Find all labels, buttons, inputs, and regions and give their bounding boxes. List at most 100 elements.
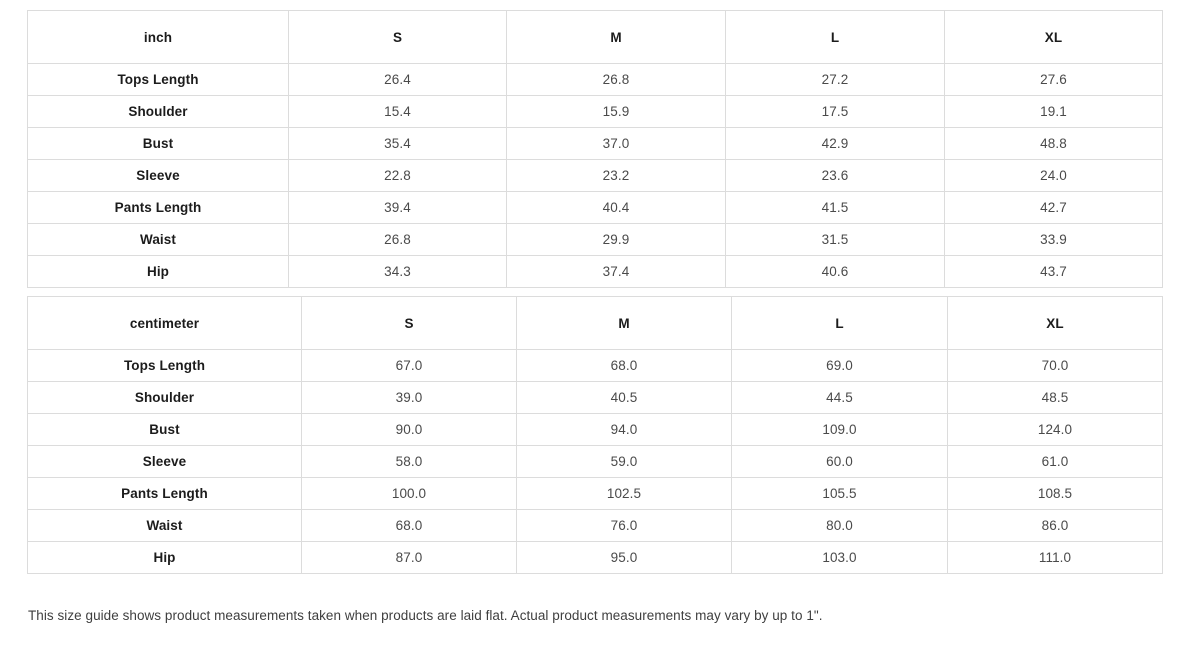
size-header-m: M [506,10,726,64]
measurement-value: 39.4 [288,191,507,224]
measurement-label: Waist [27,223,289,256]
table-row: Pants Length 39.4 40.4 41.5 42.7 [27,191,1163,224]
measurement-value: 111.0 [947,541,1163,574]
measurement-value: 40.6 [725,255,945,288]
measurement-value: 109.0 [731,413,948,446]
size-header-l: L [725,10,945,64]
table-row: Tops Length 26.4 26.8 27.2 27.6 [27,63,1163,96]
measurement-value: 26.8 [506,63,726,96]
table-header-row: centimeter S M L XL [27,296,1163,350]
unit-header-inch: inch [27,10,289,64]
unit-header-centimeter: centimeter [27,296,302,350]
measurement-label: Bust [27,413,302,446]
size-chart-inch-body: inch S M L XL Tops Length 26.4 26.8 27.2… [27,10,1163,288]
measurement-value: 76.0 [516,509,732,542]
measurement-value: 34.3 [288,255,507,288]
measurement-value: 69.0 [731,349,948,382]
measurement-label: Pants Length [27,191,289,224]
measurement-value: 17.5 [725,95,945,128]
measurement-value: 42.7 [944,191,1163,224]
measurement-value: 26.4 [288,63,507,96]
measurement-value: 68.0 [516,349,732,382]
measurement-value: 39.0 [301,381,517,414]
measurement-label: Shoulder [27,95,289,128]
measurement-label: Sleeve [27,445,302,478]
table-row: Waist 68.0 76.0 80.0 86.0 [27,509,1163,542]
measurement-label: Shoulder [27,381,302,414]
measurement-value: 26.8 [288,223,507,256]
table-row: Hip 87.0 95.0 103.0 111.0 [27,541,1163,574]
measurement-label: Sleeve [27,159,289,192]
measurement-value: 80.0 [731,509,948,542]
measurement-value: 105.5 [731,477,948,510]
measurement-label: Tops Length [27,349,302,382]
table-row: Pants Length 100.0 102.5 105.5 108.5 [27,477,1163,510]
measurement-value: 103.0 [731,541,948,574]
size-header-xl: XL [944,10,1163,64]
table-row: Sleeve 58.0 59.0 60.0 61.0 [27,445,1163,478]
table-row: Shoulder 39.0 40.5 44.5 48.5 [27,381,1163,414]
size-chart-centimeter-body: centimeter S M L XL Tops Length 67.0 68.… [27,296,1163,574]
measurement-value: 23.2 [506,159,726,192]
measurement-label: Tops Length [27,63,289,96]
measurement-value: 68.0 [301,509,517,542]
measurement-label: Bust [27,127,289,160]
measurement-value: 58.0 [301,445,517,478]
measurement-value: 108.5 [947,477,1163,510]
table-row: Sleeve 22.8 23.2 23.6 24.0 [27,159,1163,192]
measurement-value: 27.2 [725,63,945,96]
measurement-value: 35.4 [288,127,507,160]
measurement-value: 42.9 [725,127,945,160]
measurement-value: 94.0 [516,413,732,446]
size-header-s: S [288,10,507,64]
measurement-value: 27.6 [944,63,1163,96]
table-row: Bust 90.0 94.0 109.0 124.0 [27,413,1163,446]
measurement-label: Hip [27,255,289,288]
measurement-value: 24.0 [944,159,1163,192]
size-header-s: S [301,296,517,350]
table-row: Tops Length 67.0 68.0 69.0 70.0 [27,349,1163,382]
size-chart-centimeter: centimeter S M L XL Tops Length 67.0 68.… [27,296,1163,574]
measurement-label: Pants Length [27,477,302,510]
size-header-xl: XL [947,296,1163,350]
measurement-value: 40.4 [506,191,726,224]
measurement-value: 86.0 [947,509,1163,542]
measurement-value: 61.0 [947,445,1163,478]
measurement-label: Hip [27,541,302,574]
measurement-value: 23.6 [725,159,945,192]
measurement-value: 40.5 [516,381,732,414]
measurement-value: 19.1 [944,95,1163,128]
measurement-value: 48.8 [944,127,1163,160]
size-header-l: L [731,296,948,350]
table-row: Waist 26.8 29.9 31.5 33.9 [27,223,1163,256]
table-row: Bust 35.4 37.0 42.9 48.8 [27,127,1163,160]
measurement-value: 15.9 [506,95,726,128]
measurement-value: 43.7 [944,255,1163,288]
measurement-value: 29.9 [506,223,726,256]
measurement-value: 124.0 [947,413,1163,446]
measurement-value: 87.0 [301,541,517,574]
measurement-value: 60.0 [731,445,948,478]
measurement-value: 90.0 [301,413,517,446]
measurement-value: 59.0 [516,445,732,478]
measurement-value: 22.8 [288,159,507,192]
measurement-label: Waist [27,509,302,542]
table-row: Shoulder 15.4 15.9 17.5 19.1 [27,95,1163,128]
measurement-value: 70.0 [947,349,1163,382]
measurement-value: 48.5 [947,381,1163,414]
size-guide-disclaimer: This size guide shows product measuremen… [28,608,823,623]
measurement-value: 37.4 [506,255,726,288]
measurement-value: 37.0 [506,127,726,160]
measurement-value: 67.0 [301,349,517,382]
measurement-value: 31.5 [725,223,945,256]
measurement-value: 33.9 [944,223,1163,256]
measurement-value: 41.5 [725,191,945,224]
measurement-value: 102.5 [516,477,732,510]
measurement-value: 44.5 [731,381,948,414]
measurement-value: 100.0 [301,477,517,510]
table-row: Hip 34.3 37.4 40.6 43.7 [27,255,1163,288]
measurement-value: 95.0 [516,541,732,574]
table-header-row: inch S M L XL [27,10,1163,64]
size-chart-inch: inch S M L XL Tops Length 26.4 26.8 27.2… [27,10,1163,288]
